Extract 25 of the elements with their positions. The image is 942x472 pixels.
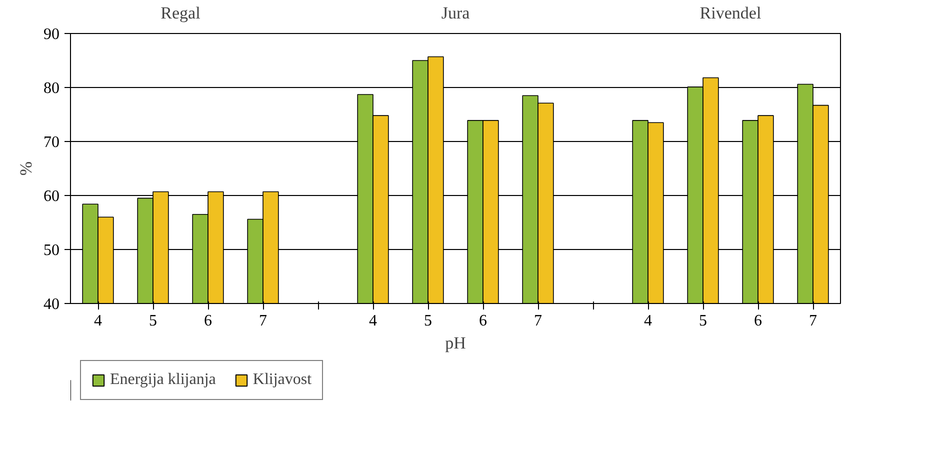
x-tick-label: 6 [204,312,212,330]
x-tick-label: 5 [149,312,157,330]
y-axis-title: % [16,161,36,176]
text: Jura [441,4,470,22]
x-tick-label: 4 [94,312,102,330]
y-tick-label: 70 [44,134,60,151]
x-tick-label: 5 [699,312,707,330]
text: Rivendel [700,4,762,22]
x-tick-label: 6 [754,312,762,330]
x-tick-label: 7 [809,312,817,330]
x-tick-label: 7 [259,312,267,330]
legend-label: Energija klijanja [110,371,216,389]
y-tick-label: 80 [44,80,60,97]
x-tick-label: 7 [534,312,542,330]
y-tick-label: 60 [44,188,60,205]
x-tick-label: 6 [479,312,487,330]
x-tick-label: 5 [424,312,432,330]
x-tick-label: 4 [644,312,652,330]
x-tick-label: 4 [369,312,377,330]
y-tick-label: 50 [44,242,60,259]
x-axis-title: pH [445,334,466,352]
y-tick-label: 90 [44,26,60,43]
legend-label: Klijavost [252,371,312,389]
y-tick-label: 40 [44,296,60,313]
text: Regal [160,4,201,22]
